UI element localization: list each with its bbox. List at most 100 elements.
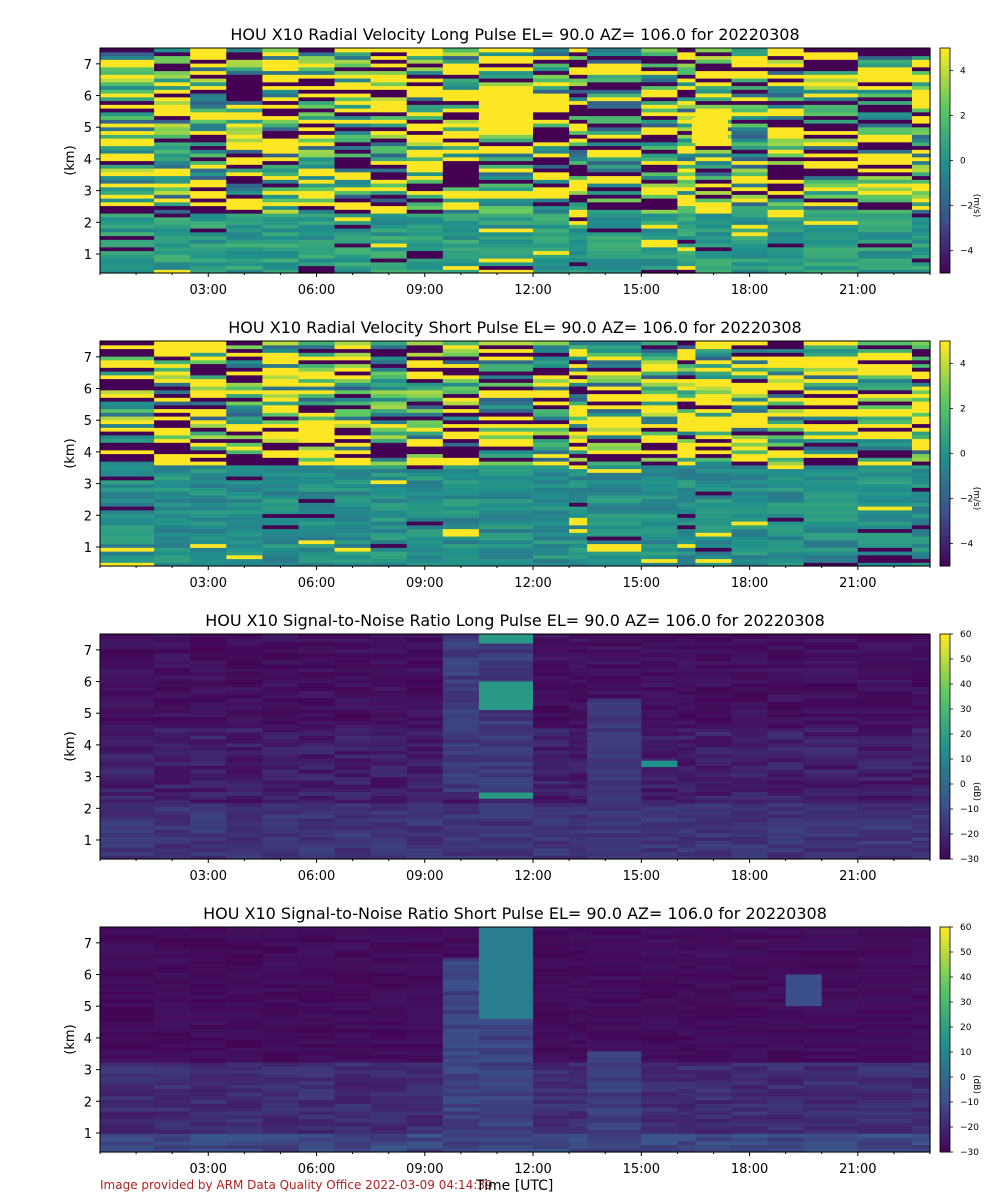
heatmap-cell <box>226 108 263 113</box>
heatmap-cell <box>641 521 678 526</box>
heatmap-cell <box>334 164 372 169</box>
heatmap-cell <box>442 344 480 350</box>
colorbar-segment <box>940 754 950 759</box>
heatmap-cell <box>226 386 263 391</box>
heatmap-cell <box>190 720 227 725</box>
heatmap-cell <box>767 634 805 639</box>
heatmap-cell <box>731 209 769 214</box>
heatmap-cell <box>226 123 263 128</box>
heatmap-cell <box>406 1107 444 1112</box>
heatmap-cell <box>154 194 191 199</box>
heatmap-cell <box>911 750 931 755</box>
heatmap-cell <box>803 487 859 492</box>
colorbar-segment <box>940 89 950 94</box>
heatmap-cell <box>190 156 227 162</box>
heatmap-cell <box>533 209 570 214</box>
heatmap-cell <box>569 404 588 410</box>
heatmap-cell <box>226 438 263 443</box>
heatmap-cell <box>641 671 678 676</box>
heatmap-cell <box>262 1084 300 1089</box>
heatmap-cell <box>442 367 480 372</box>
heatmap-cell <box>533 810 570 815</box>
heatmap-cell <box>334 772 372 778</box>
heatmap-cell <box>767 528 805 533</box>
heatmap-cell <box>677 359 697 365</box>
heatmap-cell <box>803 104 859 109</box>
heatmap-cell <box>478 171 534 177</box>
heatmap-cell <box>767 795 805 800</box>
heatmap-cell <box>334 547 372 552</box>
heatmap-cell <box>298 641 336 646</box>
heatmap-cell <box>803 829 859 834</box>
heatmap-cell <box>911 382 931 387</box>
colorbar-segment <box>940 675 950 680</box>
heatmap-cell <box>406 513 444 518</box>
heatmap-cell <box>262 964 300 969</box>
heatmap-cell <box>190 562 227 567</box>
heatmap-cell <box>677 491 697 496</box>
heatmap-cell <box>298 539 336 545</box>
colorbar-segment <box>940 231 950 236</box>
heatmap-cell <box>911 363 931 368</box>
heatmap-cell <box>641 645 678 650</box>
heatmap-cell <box>154 149 191 154</box>
heatmap-cell <box>154 1095 191 1101</box>
heatmap-cell <box>641 228 678 233</box>
heatmap-cell <box>767 183 805 188</box>
heatmap-cell <box>478 85 534 90</box>
heatmap-cell <box>154 1103 191 1108</box>
heatmap-cell <box>442 386 480 391</box>
heatmap-cell <box>190 543 227 548</box>
heatmap-cell <box>100 235 155 240</box>
heatmap-cell <box>587 641 642 646</box>
heatmap-cell <box>298 479 336 485</box>
heatmap-cell <box>298 100 336 105</box>
heatmap-cell <box>857 446 913 451</box>
colorbar-segment <box>940 119 950 124</box>
heatmap-cell <box>767 386 805 391</box>
heatmap-cell <box>334 160 372 165</box>
heatmap-cell <box>767 712 805 718</box>
heatmap-cell <box>370 194 408 199</box>
heatmap-cell <box>803 562 859 567</box>
colorbar-segment <box>940 265 950 270</box>
heatmap-cell <box>298 675 336 680</box>
heatmap-cell <box>767 513 805 518</box>
heatmap-cell <box>334 198 372 203</box>
heatmap-cell <box>767 506 805 511</box>
heatmap-cell <box>370 802 408 808</box>
heatmap-cell <box>226 840 263 845</box>
colorbar-segment <box>940 634 950 639</box>
heatmap-cell <box>406 1054 444 1059</box>
heatmap-cell <box>767 468 805 473</box>
heatmap-cell <box>569 524 588 530</box>
heatmap-cell <box>587 389 642 395</box>
heatmap-cell <box>100 164 155 169</box>
heatmap-cell <box>911 487 931 492</box>
heatmap-cell <box>478 216 534 222</box>
heatmap-cell <box>695 55 733 60</box>
heatmap-cell <box>857 423 913 428</box>
heatmap-cell <box>677 348 697 353</box>
plot-frame <box>99 340 931 567</box>
heatmap-cell <box>767 780 805 785</box>
heatmap-cell <box>334 153 372 158</box>
heatmap-cell <box>767 126 805 132</box>
heatmap-cell <box>298 250 336 255</box>
heatmap-cell <box>478 453 534 458</box>
heatmap-cell <box>767 130 805 135</box>
heatmap-cell <box>533 660 570 665</box>
heatmap-cell <box>695 521 733 526</box>
heatmap-cell <box>767 464 805 470</box>
heatmap-cell <box>226 119 263 124</box>
heatmap-cell <box>100 502 155 507</box>
heatmap-cell <box>100 829 155 834</box>
heatmap-cell <box>190 235 227 240</box>
heatmap-cell <box>154 787 191 793</box>
heatmap-cell <box>226 821 263 826</box>
heatmap-cell <box>569 198 588 203</box>
heatmap-cell <box>803 716 859 721</box>
heatmap-cell <box>911 228 931 233</box>
heatmap-cell <box>190 735 227 740</box>
heatmap-cell <box>803 130 859 135</box>
